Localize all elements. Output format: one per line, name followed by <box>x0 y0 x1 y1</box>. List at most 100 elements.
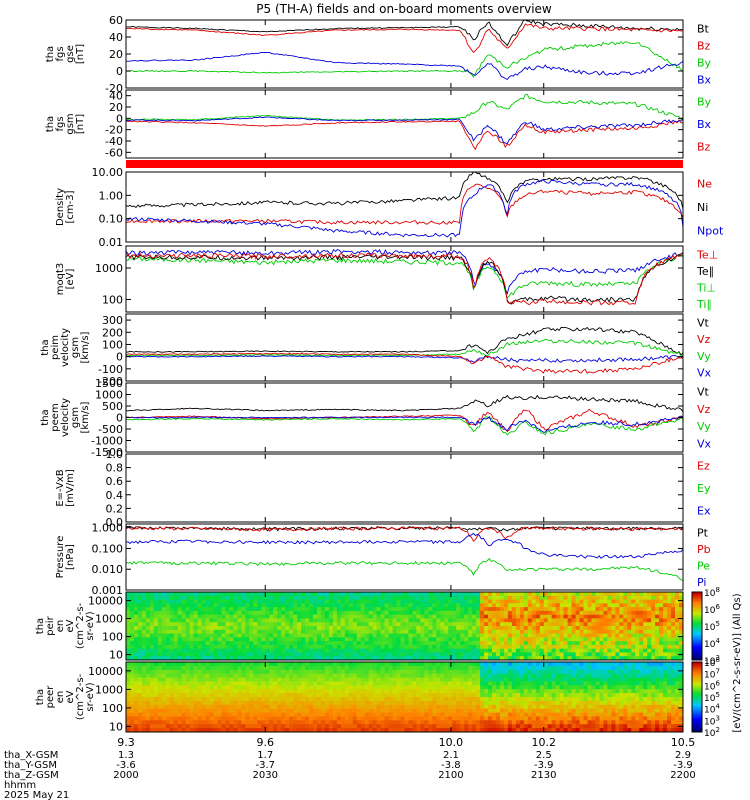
heatmap-cell <box>328 633 334 638</box>
heatmap-cell <box>201 614 206 619</box>
heatmap-cell <box>241 622 246 627</box>
heatmap-cell <box>567 677 572 682</box>
heatmap-cell <box>404 592 409 597</box>
heatmap-cell <box>575 673 580 678</box>
heatmap-cell <box>289 592 294 597</box>
heatmap-cell <box>400 607 405 612</box>
heatmap-cell <box>285 689 290 694</box>
heatmap-cell <box>241 599 246 604</box>
heatmap-cell <box>579 681 584 686</box>
heatmap-cell <box>639 618 644 623</box>
heatmap-cell <box>149 662 155 667</box>
heatmap-cell <box>153 610 159 616</box>
heatmap-cell <box>476 618 481 623</box>
heatmap-cell <box>197 693 202 698</box>
heatmap-cell <box>587 644 592 650</box>
heatmap-cell <box>400 704 405 710</box>
heatmap-cell <box>372 595 378 600</box>
heatmap-cell <box>420 728 425 733</box>
heatmap-cell <box>515 720 521 725</box>
heatmap-cell <box>141 644 147 650</box>
heatmap-cell <box>281 720 286 725</box>
heatmap-cell <box>392 629 397 634</box>
heatmap-cell <box>145 599 151 604</box>
heatmap-cell <box>651 648 656 653</box>
heatmap-cell <box>277 685 282 690</box>
heatmap-cell <box>519 629 525 634</box>
heatmap-cell <box>392 633 397 638</box>
heatmap-cell <box>201 704 206 710</box>
heatmap-cell <box>321 728 326 733</box>
heatmap-cell <box>169 662 175 667</box>
heatmap-cell <box>420 720 425 725</box>
legend-Bx: Bx <box>697 118 712 131</box>
heatmap-cell <box>643 622 648 627</box>
heatmap-cell <box>328 641 334 646</box>
y-axis-label: velocity <box>60 398 71 437</box>
heatmap-cell <box>675 607 680 612</box>
heatmap-cell <box>611 648 616 653</box>
heatmap-cell <box>213 652 218 657</box>
heatmap-cell <box>595 689 600 694</box>
heatmap-cell <box>384 689 389 694</box>
heatmap-cell <box>197 626 202 631</box>
heatmap-cell <box>221 728 226 733</box>
heatmap-cell <box>440 720 445 725</box>
heatmap-cell <box>591 614 596 619</box>
heatmap-cell <box>321 677 326 682</box>
heatmap-cell <box>324 603 330 608</box>
heatmap-cell <box>185 644 191 650</box>
heatmap-cell <box>579 626 584 631</box>
heatmap-cell <box>420 599 425 604</box>
heatmap-cell <box>432 607 437 612</box>
heatmap-cell <box>392 673 397 678</box>
heatmap-cell <box>511 728 517 733</box>
heatmap-cell <box>460 629 465 634</box>
heatmap-cell <box>161 681 167 686</box>
heatmap-cell <box>559 685 565 690</box>
heatmap-cell <box>392 592 397 597</box>
heatmap-cell <box>130 704 135 710</box>
heatmap-cell <box>205 599 210 604</box>
heatmap-cell <box>344 603 350 608</box>
heatmap-cell <box>297 704 302 710</box>
heatmap-cell <box>360 595 366 600</box>
heatmap-cell <box>547 708 553 713</box>
heatmap-cell <box>635 595 640 600</box>
heatmap-cell <box>400 677 405 682</box>
heatmap-cell <box>130 673 135 678</box>
heatmap-cell <box>567 662 572 667</box>
heatmap-cell <box>261 720 266 725</box>
heatmap-cell <box>141 637 147 642</box>
heatmap-cell <box>396 662 401 667</box>
heatmap-cell <box>444 693 449 698</box>
heatmap-cell <box>289 724 294 729</box>
heatmap-cell <box>376 648 381 653</box>
heatmap-cell <box>269 652 274 657</box>
heatmap-cell <box>229 592 234 597</box>
heatmap-cell <box>281 599 286 604</box>
heatmap-cell <box>651 622 656 627</box>
heatmap-cell <box>321 656 326 661</box>
heatmap-cell <box>126 629 131 634</box>
heatmap-cell <box>237 677 242 682</box>
heatmap-cell <box>484 610 489 616</box>
heatmap-cell <box>241 656 246 661</box>
heatmap-cell <box>126 700 131 706</box>
heatmap-cell <box>567 728 572 733</box>
heatmap-cell <box>615 652 620 657</box>
heatmap-cell <box>591 641 596 646</box>
legend-Vt: Vt <box>697 316 710 329</box>
heatmap-cell <box>571 637 576 642</box>
heatmap-cell <box>460 724 465 729</box>
heatmap-cell <box>185 685 191 690</box>
heatmap-cell <box>317 595 322 600</box>
heatmap-cell <box>376 595 381 600</box>
heatmap-cell <box>627 648 632 653</box>
heatmap-cell <box>360 708 366 713</box>
heatmap-cell <box>141 700 147 706</box>
heatmap-cell <box>579 712 584 717</box>
heatmap-cell <box>368 603 374 608</box>
heatmap-cell <box>567 689 572 694</box>
heatmap-cell <box>444 724 449 729</box>
